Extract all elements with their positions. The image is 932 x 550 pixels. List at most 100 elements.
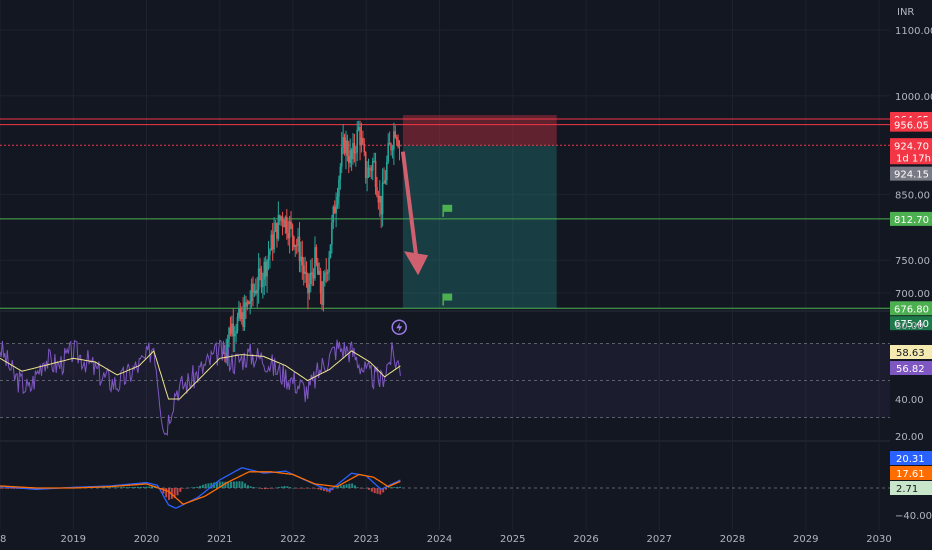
macd-histogram-bar [396,487,398,488]
macd-histogram-bar [275,488,277,489]
candle-body [296,245,298,246]
candle-body [271,235,273,251]
macd-histogram-bar [371,488,373,492]
macd-histogram-bar [146,487,148,488]
candle-body [321,293,323,305]
macd-histogram-bar [244,483,246,488]
candle-body [275,223,277,232]
candle-body [389,143,391,144]
macd-histogram-bar [148,487,150,488]
candle-body [359,127,361,145]
candle-body [258,268,260,289]
price-scale[interactable]: INR 1100.001000.00850.00750.00700.00964.… [890,7,932,522]
candle-body [328,258,330,272]
candle-body [392,150,394,151]
macd-histogram-bar [185,488,187,489]
macd-histogram-bar [391,487,393,488]
candle-body [241,312,243,319]
current-price-text: 924.70 [894,141,929,152]
candle-body [366,177,368,178]
macd-value: 20.31 [896,454,925,465]
macd-histogram-bar [306,488,308,489]
time-tick-label: 2029 [793,534,818,545]
macd-histogram-bar [120,487,122,488]
price-pane[interactable] [0,115,890,366]
candle-body [361,138,363,145]
time-tick-label: 2020 [134,534,159,545]
candle-body [337,197,339,205]
time-tick-label: 2025 [500,534,525,545]
macd-histogram-bar [354,485,356,488]
time-tick-label: 2019 [61,534,86,545]
macd-histogram-bar [295,488,297,489]
macd-histogram-bar [281,487,283,488]
macd-histogram-bar [267,488,269,489]
candle-body [311,272,313,274]
macd-histogram-bar [312,488,314,489]
candle-body [341,148,343,167]
candle-body [351,150,353,159]
macd-pane[interactable] [0,468,890,508]
macd-histogram-bar [191,487,193,488]
macd-histogram-bar [320,488,322,490]
rsi-pane[interactable] [0,340,890,435]
macd-histogram-bar [289,487,291,488]
macd-histogram-bar [182,488,184,489]
rsi-value: 56.82 [896,364,925,375]
rsi-ma-value: 58.63 [896,348,925,359]
candle-body [330,245,332,258]
candle-body [290,221,292,224]
price-level-badge-text: 956.05 [894,121,929,132]
macd-histogram-bar [253,487,255,488]
macd-histogram-bar [233,482,235,488]
macd-tick-label: −40.00 [895,511,932,522]
macd-histogram-bar [236,481,238,488]
price-tick-label: 700.00 [895,289,930,300]
candle-body [242,312,244,327]
candle-body [390,144,392,150]
flag-icon [443,205,452,212]
macd-histogram-bar [176,488,178,495]
candle-body [348,156,350,163]
candle-body [276,223,278,239]
macd-histogram-bar [106,487,108,488]
candle-body [248,302,250,304]
candle-body [292,225,294,237]
time-scale[interactable]: 18 2019 2020 2021 2022 2023 2024 2025 2026 2027 20… [0,534,892,545]
candle-body [255,291,257,294]
candle-body [230,328,232,334]
candle-body [278,215,280,238]
candle-body [382,182,384,214]
time-tick-label: 2021 [207,534,232,545]
candle-body [399,145,401,147]
candle-body [385,180,387,183]
macd-histogram-bar [385,488,387,490]
macd-histogram-bar [205,484,207,488]
macd-histogram-bar [140,487,142,488]
candle-body [338,179,340,196]
price-tick-label: 1000.00 [895,92,932,103]
candle-body [345,140,347,153]
time-tick-label: 2026 [573,534,598,545]
macd-histogram-bar [193,487,195,488]
price-level-badge-text: 812.70 [894,215,929,226]
macd-histogram-bar [129,487,131,488]
macd-histogram-bar [298,488,300,489]
candle-body [265,262,267,277]
candle-body [354,143,356,153]
candle-body [347,140,349,156]
currency-label: INR [897,7,914,18]
candle-body [317,263,319,275]
candle-body [316,247,318,263]
candle-body [362,138,364,144]
candle-body [249,301,251,303]
macd-histogram-bar [112,487,114,488]
candle-body [373,161,375,162]
macd-histogram-bar [137,487,139,488]
candle-body [232,324,234,337]
candle-body [304,272,306,274]
candle-body [262,279,264,287]
candle-body [342,137,344,147]
macd-histogram-bar [334,488,336,489]
